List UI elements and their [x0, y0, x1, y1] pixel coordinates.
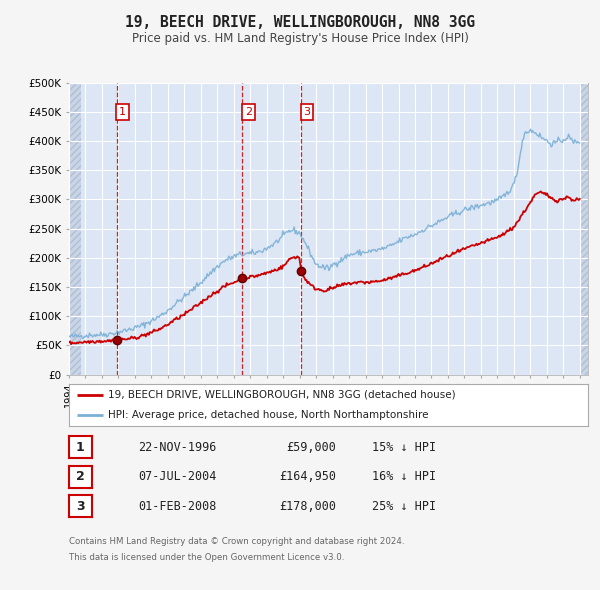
Text: Price paid vs. HM Land Registry's House Price Index (HPI): Price paid vs. HM Land Registry's House …: [131, 32, 469, 45]
Text: 25% ↓ HPI: 25% ↓ HPI: [372, 500, 436, 513]
Text: HPI: Average price, detached house, North Northamptonshire: HPI: Average price, detached house, Nort…: [108, 409, 428, 419]
Text: 01-FEB-2008: 01-FEB-2008: [138, 500, 217, 513]
Text: This data is licensed under the Open Government Licence v3.0.: This data is licensed under the Open Gov…: [69, 553, 344, 562]
Text: 2: 2: [76, 470, 85, 483]
Text: £178,000: £178,000: [279, 500, 336, 513]
Text: 19, BEECH DRIVE, WELLINGBOROUGH, NN8 3GG: 19, BEECH DRIVE, WELLINGBOROUGH, NN8 3GG: [125, 15, 475, 30]
Text: 07-JUL-2004: 07-JUL-2004: [138, 470, 217, 483]
Bar: [69, 83, 80, 375]
Bar: [580, 83, 588, 375]
Text: 3: 3: [76, 500, 85, 513]
Text: 15% ↓ HPI: 15% ↓ HPI: [372, 441, 436, 454]
Text: Contains HM Land Registry data © Crown copyright and database right 2024.: Contains HM Land Registry data © Crown c…: [69, 537, 404, 546]
Text: 1: 1: [76, 441, 85, 454]
Text: 2: 2: [245, 107, 252, 117]
Text: £59,000: £59,000: [286, 441, 336, 454]
Text: £164,950: £164,950: [279, 470, 336, 483]
Text: 19, BEECH DRIVE, WELLINGBOROUGH, NN8 3GG (detached house): 19, BEECH DRIVE, WELLINGBOROUGH, NN8 3GG…: [108, 390, 455, 400]
Text: 22-NOV-1996: 22-NOV-1996: [138, 441, 217, 454]
Text: 3: 3: [304, 107, 310, 117]
Text: 1: 1: [119, 107, 126, 117]
Text: 16% ↓ HPI: 16% ↓ HPI: [372, 470, 436, 483]
